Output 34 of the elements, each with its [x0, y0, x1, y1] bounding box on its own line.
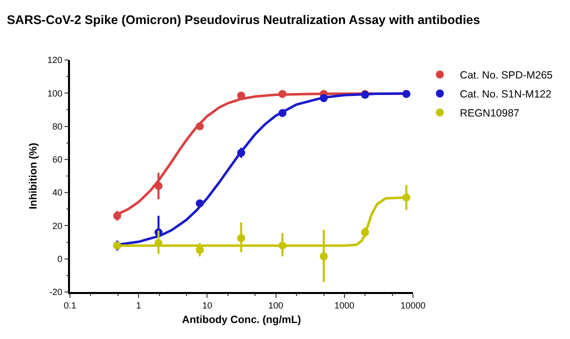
legend-label: REGN10987 — [460, 108, 520, 120]
y-tick-label: 40 — [52, 188, 62, 198]
point — [278, 90, 286, 98]
legend-label: Cat. No. SPD-M265 — [460, 70, 553, 82]
y-tick-label: 80 — [52, 121, 62, 132]
legend-label: Cat. No. S1N-M122 — [460, 88, 552, 101]
point — [361, 228, 370, 236]
y-tick-label: 120 — [47, 55, 62, 66]
x-tick-label: 0.1 — [64, 300, 76, 311]
point — [154, 182, 162, 190]
x-tick-label: 100 — [268, 300, 284, 311]
point — [320, 252, 328, 260]
x-tick-label: 1000 — [334, 300, 354, 311]
point — [320, 94, 328, 102]
point — [237, 234, 246, 242]
y-tick-label: 60 — [52, 154, 62, 165]
point — [154, 239, 162, 248]
y-tick-label: 20 — [52, 220, 62, 231]
x-tick-label: 1 — [136, 300, 142, 311]
y-tick-label: -20 — [49, 287, 62, 298]
point — [196, 122, 204, 130]
y-tick-label: 0 — [57, 254, 62, 264]
point — [402, 194, 410, 202]
x-tick-label: 10000 — [400, 300, 426, 311]
y-axis-title: Inhibition (%) — [28, 142, 40, 210]
x-axis-title: Antibody Conc. (ng/mL) — [182, 314, 301, 326]
point — [278, 109, 286, 118]
point — [196, 199, 204, 208]
point — [196, 246, 204, 254]
point — [237, 148, 246, 157]
x-tick-label: 10 — [202, 300, 212, 311]
y-tick-label: 100 — [47, 88, 62, 98]
chart-title: SARS-CoV-2 Spike (Omicron) Pseudovirus Neutralization Assay with antibodies — [6, 13, 480, 28]
point — [278, 242, 286, 250]
